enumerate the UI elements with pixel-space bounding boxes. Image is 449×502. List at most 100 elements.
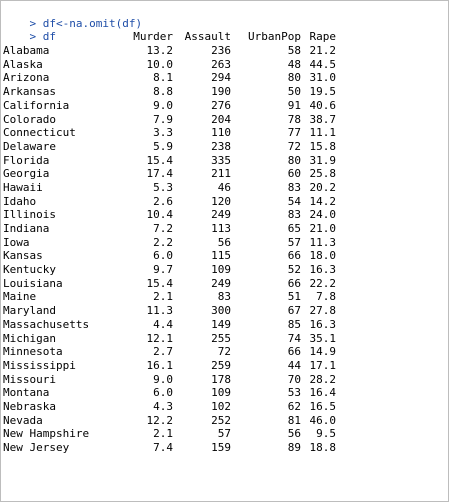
assault-value: 190: [211, 85, 231, 99]
table-row: Maryland 11.3 300 67 27.8: [3, 304, 448, 318]
state-name: Michigan: [3, 331, 56, 345]
state-name: Florida: [3, 153, 50, 167]
rape-value: 9.5: [316, 427, 336, 441]
assault-value: 56: [217, 235, 231, 249]
rape-value: 20.2: [309, 180, 337, 194]
command-text: df: [42, 30, 56, 44]
urbanpop-value: 58: [287, 44, 301, 58]
table-row: Missouri 9.0 178 70 28.2: [3, 373, 448, 387]
rape-value: 28.2: [309, 372, 337, 386]
urbanpop-value: 91: [287, 98, 301, 112]
assault-value: 109: [211, 263, 231, 277]
murder-value: 16.1: [146, 358, 174, 372]
rape-value: 21.2: [309, 44, 337, 58]
urbanpop-value: 44: [287, 358, 301, 372]
assault-value: 335: [211, 153, 231, 167]
murder-value: 4.4: [153, 317, 173, 331]
murder-value: 2.1: [153, 290, 173, 304]
murder-value: 6.0: [153, 249, 173, 263]
table-header-row: Murder Assault UrbanPop Rape: [3, 30, 448, 44]
state-name: Mississippi: [3, 358, 76, 372]
state-name: New Hampshire: [3, 427, 90, 441]
assault-value: 211: [211, 167, 231, 181]
column-header-urbanpop: UrbanPop: [248, 30, 301, 44]
state-name: Idaho: [3, 194, 37, 208]
table-row: Montana 6.0 109 53 16.4: [3, 386, 448, 400]
assault-value: 109: [211, 386, 231, 400]
murder-value: 8.1: [153, 71, 173, 85]
murder-value: 15.4: [146, 153, 174, 167]
prompt-symbol: >: [29, 30, 37, 44]
state-name: Alaska: [3, 57, 43, 71]
murder-value: 10.4: [146, 208, 174, 222]
table-row: Michigan 12.1 255 74 35.1: [3, 332, 448, 346]
assault-value: 72: [217, 345, 231, 359]
state-name: Maryland: [3, 304, 56, 318]
state-name: Kentucky: [3, 263, 56, 277]
urbanpop-value: 80: [287, 153, 301, 167]
state-name: Minnesota: [3, 345, 63, 359]
table-row: Alaska 10.0 263 48 44.5: [3, 58, 448, 72]
urbanpop-value: 60: [287, 167, 301, 181]
assault-value: 115: [211, 249, 231, 263]
command-line: > df: [1, 17, 448, 43]
table-body: Alabama 13.2 236 58 21.2 Alaska 10.0 263 48 44.5 A…: [3, 44, 448, 455]
murder-value: 9.7: [153, 263, 173, 277]
rape-value: 35.1: [309, 331, 337, 345]
rape-value: 14.2: [309, 194, 337, 208]
urbanpop-value: 78: [287, 112, 301, 126]
state-name: New Jersey: [3, 441, 70, 454]
table-row: Indiana 7.2 113 65 21.0: [3, 222, 448, 236]
urbanpop-value: 66: [287, 276, 301, 290]
table-row: Maine 2.1 83 51 7.8: [3, 290, 448, 304]
table-row: Iowa 2.2 56 57 11.3: [3, 236, 448, 250]
state-name: California: [3, 98, 70, 112]
rape-value: 25.8: [309, 167, 337, 181]
murder-value: 7.2: [153, 222, 173, 235]
murder-value: 17.4: [146, 167, 174, 181]
state-name: Georgia: [3, 167, 50, 181]
table-row: Colorado 7.9 204 78 38.7: [3, 113, 448, 127]
assault-value: 276: [211, 98, 231, 112]
urbanpop-value: 51: [287, 290, 301, 304]
murder-value: 5.3: [153, 180, 173, 194]
murder-value: 12.2: [146, 413, 174, 427]
murder-value: 13.2: [146, 44, 174, 58]
rape-value: 7.8: [316, 290, 336, 304]
urbanpop-value: 81: [287, 413, 301, 427]
rape-value: 44.5: [309, 57, 337, 71]
assault-value: 110: [211, 126, 231, 140]
assault-value: 159: [211, 441, 231, 454]
urbanpop-value: 52: [287, 263, 301, 277]
murder-value: 7.9: [153, 112, 173, 126]
assault-value: 178: [211, 372, 231, 386]
state-name: Delaware: [3, 139, 56, 153]
table-row: Kansas 6.0 115 66 18.0: [3, 249, 448, 263]
rape-value: 31.0: [309, 71, 337, 85]
urbanpop-value: 54: [287, 194, 301, 208]
urbanpop-value: 67: [287, 304, 301, 318]
rape-value: 38.7: [309, 112, 337, 126]
table-row: Delaware 5.9 238 72 15.8: [3, 140, 448, 154]
assault-value: 259: [211, 358, 231, 372]
murder-value: 5.9: [153, 139, 173, 153]
table-row: Arizona 8.1 294 80 31.0: [3, 71, 448, 85]
column-header-murder: Murder: [133, 30, 173, 44]
assault-value: 263: [211, 57, 231, 71]
table-row: Hawaii 5.3 46 83 20.2: [3, 181, 448, 195]
dataframe-output: Murder Assault UrbanPop Rape Alabama 13.2…: [1, 30, 448, 454]
urbanpop-value: 66: [287, 345, 301, 359]
state-name: Massachusetts: [3, 317, 90, 331]
urbanpop-value: 72: [287, 139, 301, 153]
rape-value: 24.0: [309, 208, 337, 222]
urbanpop-value: 48: [287, 57, 301, 71]
assault-value: 236: [211, 44, 231, 58]
state-name: Colorado: [3, 112, 56, 126]
command-line: > df<-na.omit(df): [1, 3, 448, 30]
rape-value: 46.0: [309, 413, 337, 427]
assault-value: 120: [211, 194, 231, 208]
murder-value: 9.0: [153, 372, 173, 386]
urbanpop-value: 74: [287, 331, 301, 345]
state-name: Arkansas: [3, 85, 56, 99]
